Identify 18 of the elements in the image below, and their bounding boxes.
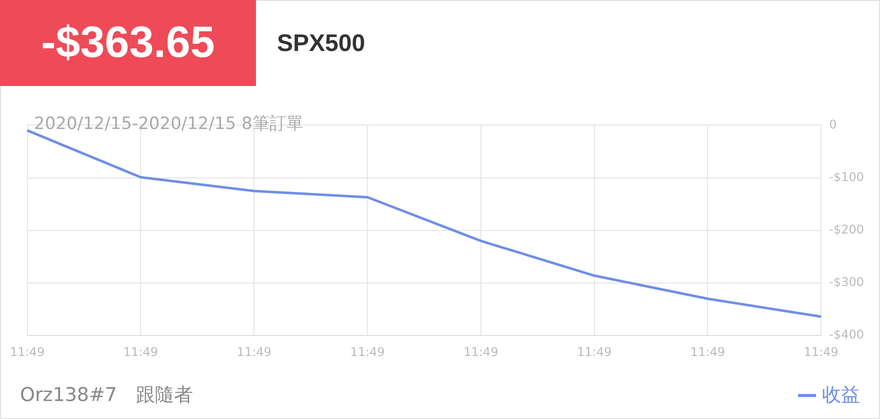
y-tick-label: -$300 <box>829 275 864 290</box>
x-tick-label: 11:49 <box>464 344 498 359</box>
legend-label: 收益 <box>822 383 860 408</box>
y-tick-label: -$100 <box>829 170 864 184</box>
x-tick-label: 11:49 <box>577 344 612 359</box>
y-tick-label: 0 <box>829 117 837 132</box>
x-tick-label: 11:49 <box>804 344 838 359</box>
x-tick-label: 11:49 <box>123 344 158 359</box>
chart-title: -$363.65 <box>0 0 256 86</box>
x-tick-label: 11:49 <box>690 344 726 359</box>
x-tick-label: 11:49 <box>350 344 385 359</box>
annotation: 2020/12/15-2020/12/15 8筆訂單 <box>34 113 304 135</box>
chart-subtitle: SPX500 <box>277 30 366 58</box>
y-tick-label: -$200 <box>829 222 864 237</box>
y-tick-label: -$400 <box>829 328 864 342</box>
x-tick-label: 11:49 <box>10 344 45 359</box>
x-tick-label: 11:49 <box>236 344 272 359</box>
text: Orz138#7 跟隨者 <box>20 383 194 408</box>
